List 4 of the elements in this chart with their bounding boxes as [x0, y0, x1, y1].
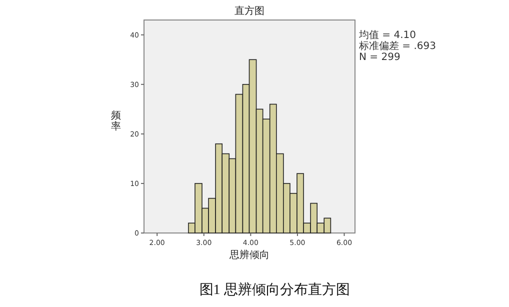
xlabel: 思辨倾向: [230, 250, 270, 261]
ylabel: 频率: [111, 110, 121, 132]
title: 直方图: [234, 6, 264, 17]
caption: 图1 思辨倾向分布直方图: [199, 283, 350, 298]
